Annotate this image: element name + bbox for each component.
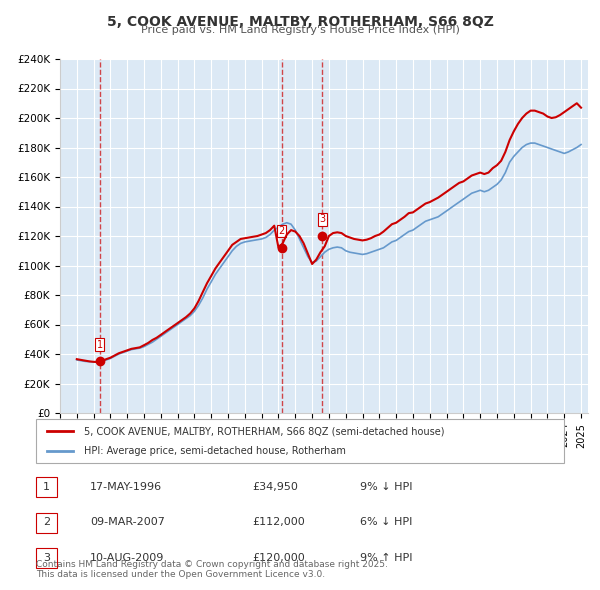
Text: 9% ↑ HPI: 9% ↑ HPI [360, 553, 413, 562]
Text: £34,950: £34,950 [252, 482, 298, 491]
Text: HPI: Average price, semi-detached house, Rotherham: HPI: Average price, semi-detached house,… [83, 446, 346, 455]
Text: £120,000: £120,000 [252, 553, 305, 562]
Text: 9% ↓ HPI: 9% ↓ HPI [360, 482, 413, 491]
Text: 6% ↓ HPI: 6% ↓ HPI [360, 517, 412, 527]
Text: 09-MAR-2007: 09-MAR-2007 [90, 517, 165, 527]
Text: 3: 3 [319, 214, 325, 224]
Text: 17-MAY-1996: 17-MAY-1996 [90, 482, 162, 491]
Text: 10-AUG-2009: 10-AUG-2009 [90, 553, 164, 562]
Text: 2: 2 [43, 517, 50, 527]
Text: 5, COOK AVENUE, MALTBY, ROTHERHAM, S66 8QZ: 5, COOK AVENUE, MALTBY, ROTHERHAM, S66 8… [107, 15, 493, 29]
Text: Price paid vs. HM Land Registry's House Price Index (HPI): Price paid vs. HM Land Registry's House … [140, 25, 460, 35]
Text: 2: 2 [278, 226, 284, 236]
Text: 1: 1 [97, 340, 103, 350]
Text: 5, COOK AVENUE, MALTBY, ROTHERHAM, S66 8QZ (semi-detached house): 5, COOK AVENUE, MALTBY, ROTHERHAM, S66 8… [83, 427, 444, 436]
Text: £112,000: £112,000 [252, 517, 305, 527]
Text: Contains HM Land Registry data © Crown copyright and database right 2025.
This d: Contains HM Land Registry data © Crown c… [36, 560, 388, 579]
Text: 3: 3 [43, 553, 50, 562]
FancyBboxPatch shape [36, 419, 564, 463]
Text: 1: 1 [43, 482, 50, 491]
